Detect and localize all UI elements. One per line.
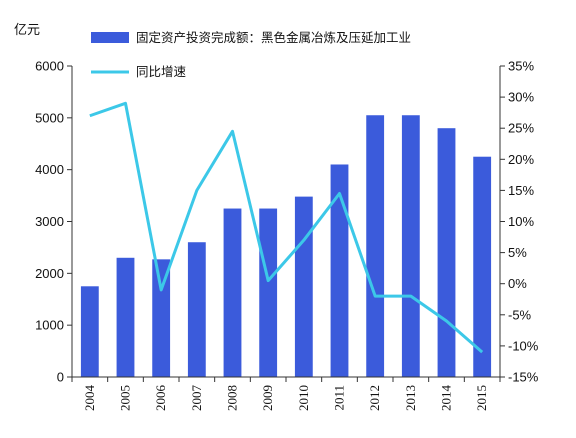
right-tick-label: 5% <box>508 245 527 260</box>
right-tick-label: 15% <box>508 183 534 198</box>
left-axis-unit: 亿元 <box>14 23 40 38</box>
legend-line-label: 同比增速 <box>136 64 187 79</box>
right-tick-label: -15% <box>508 370 539 385</box>
x-tick-label: 2006 <box>153 385 168 412</box>
bar-2011 <box>330 164 349 377</box>
x-tick-label: 2014 <box>439 385 454 412</box>
bar-2009 <box>259 208 278 377</box>
x-tick-label: 2007 <box>189 385 204 412</box>
bar-2012 <box>366 115 385 377</box>
right-tick-label: 20% <box>508 152 534 167</box>
x-tick-label: 2005 <box>118 385 133 411</box>
left-tick-label: 2000 <box>35 266 64 281</box>
growth-line <box>89 101 484 354</box>
left-tick-label: 6000 <box>35 59 64 74</box>
right-tick-label: 35% <box>508 59 534 74</box>
x-tick-label: 2012 <box>367 385 382 411</box>
bar-2005 <box>116 257 135 377</box>
bar-series <box>80 115 492 377</box>
left-tick-label: 5000 <box>35 110 64 125</box>
right-tick-label: 30% <box>508 90 534 105</box>
x-tick-label: 2011 <box>332 385 347 411</box>
bar-2008 <box>223 208 242 377</box>
x-tick-label: 2015 <box>474 385 489 411</box>
left-tick-label: 4000 <box>35 162 64 177</box>
bar-2006 <box>152 259 171 377</box>
bar-2013 <box>401 115 420 377</box>
right-tick-label: 0% <box>508 276 527 291</box>
bar-2007 <box>187 242 206 377</box>
bar-2014 <box>437 128 456 377</box>
legend-bar-label: 固定资产投资完成额：黑色金属冶炼及压延加工业 <box>136 30 411 45</box>
left-tick-label: 3000 <box>35 214 64 229</box>
left-tick-label: 0 <box>57 370 64 385</box>
right-tick-label: -10% <box>508 338 539 353</box>
right-tick-label: 25% <box>508 121 534 136</box>
bar-2004 <box>80 286 99 377</box>
x-tick-label: 2009 <box>260 385 275 411</box>
x-tick-label: 2004 <box>82 385 97 412</box>
bar-2010 <box>294 196 313 377</box>
x-tick-label: 2008 <box>225 385 240 411</box>
line-series <box>89 101 484 354</box>
right-tick-label: -5% <box>508 307 532 322</box>
axes: 0 1000 2000 3000 4000 5000 6000 -15% -10% -5% 0% 5%… <box>14 23 539 411</box>
x-tick-label: 2010 <box>296 385 311 411</box>
bar-2015 <box>473 156 492 377</box>
left-tick-label: 1000 <box>35 318 64 333</box>
legend-bar-swatch <box>91 32 129 43</box>
x-tick-label: 2013 <box>403 385 418 411</box>
right-tick-label: 10% <box>508 214 534 229</box>
